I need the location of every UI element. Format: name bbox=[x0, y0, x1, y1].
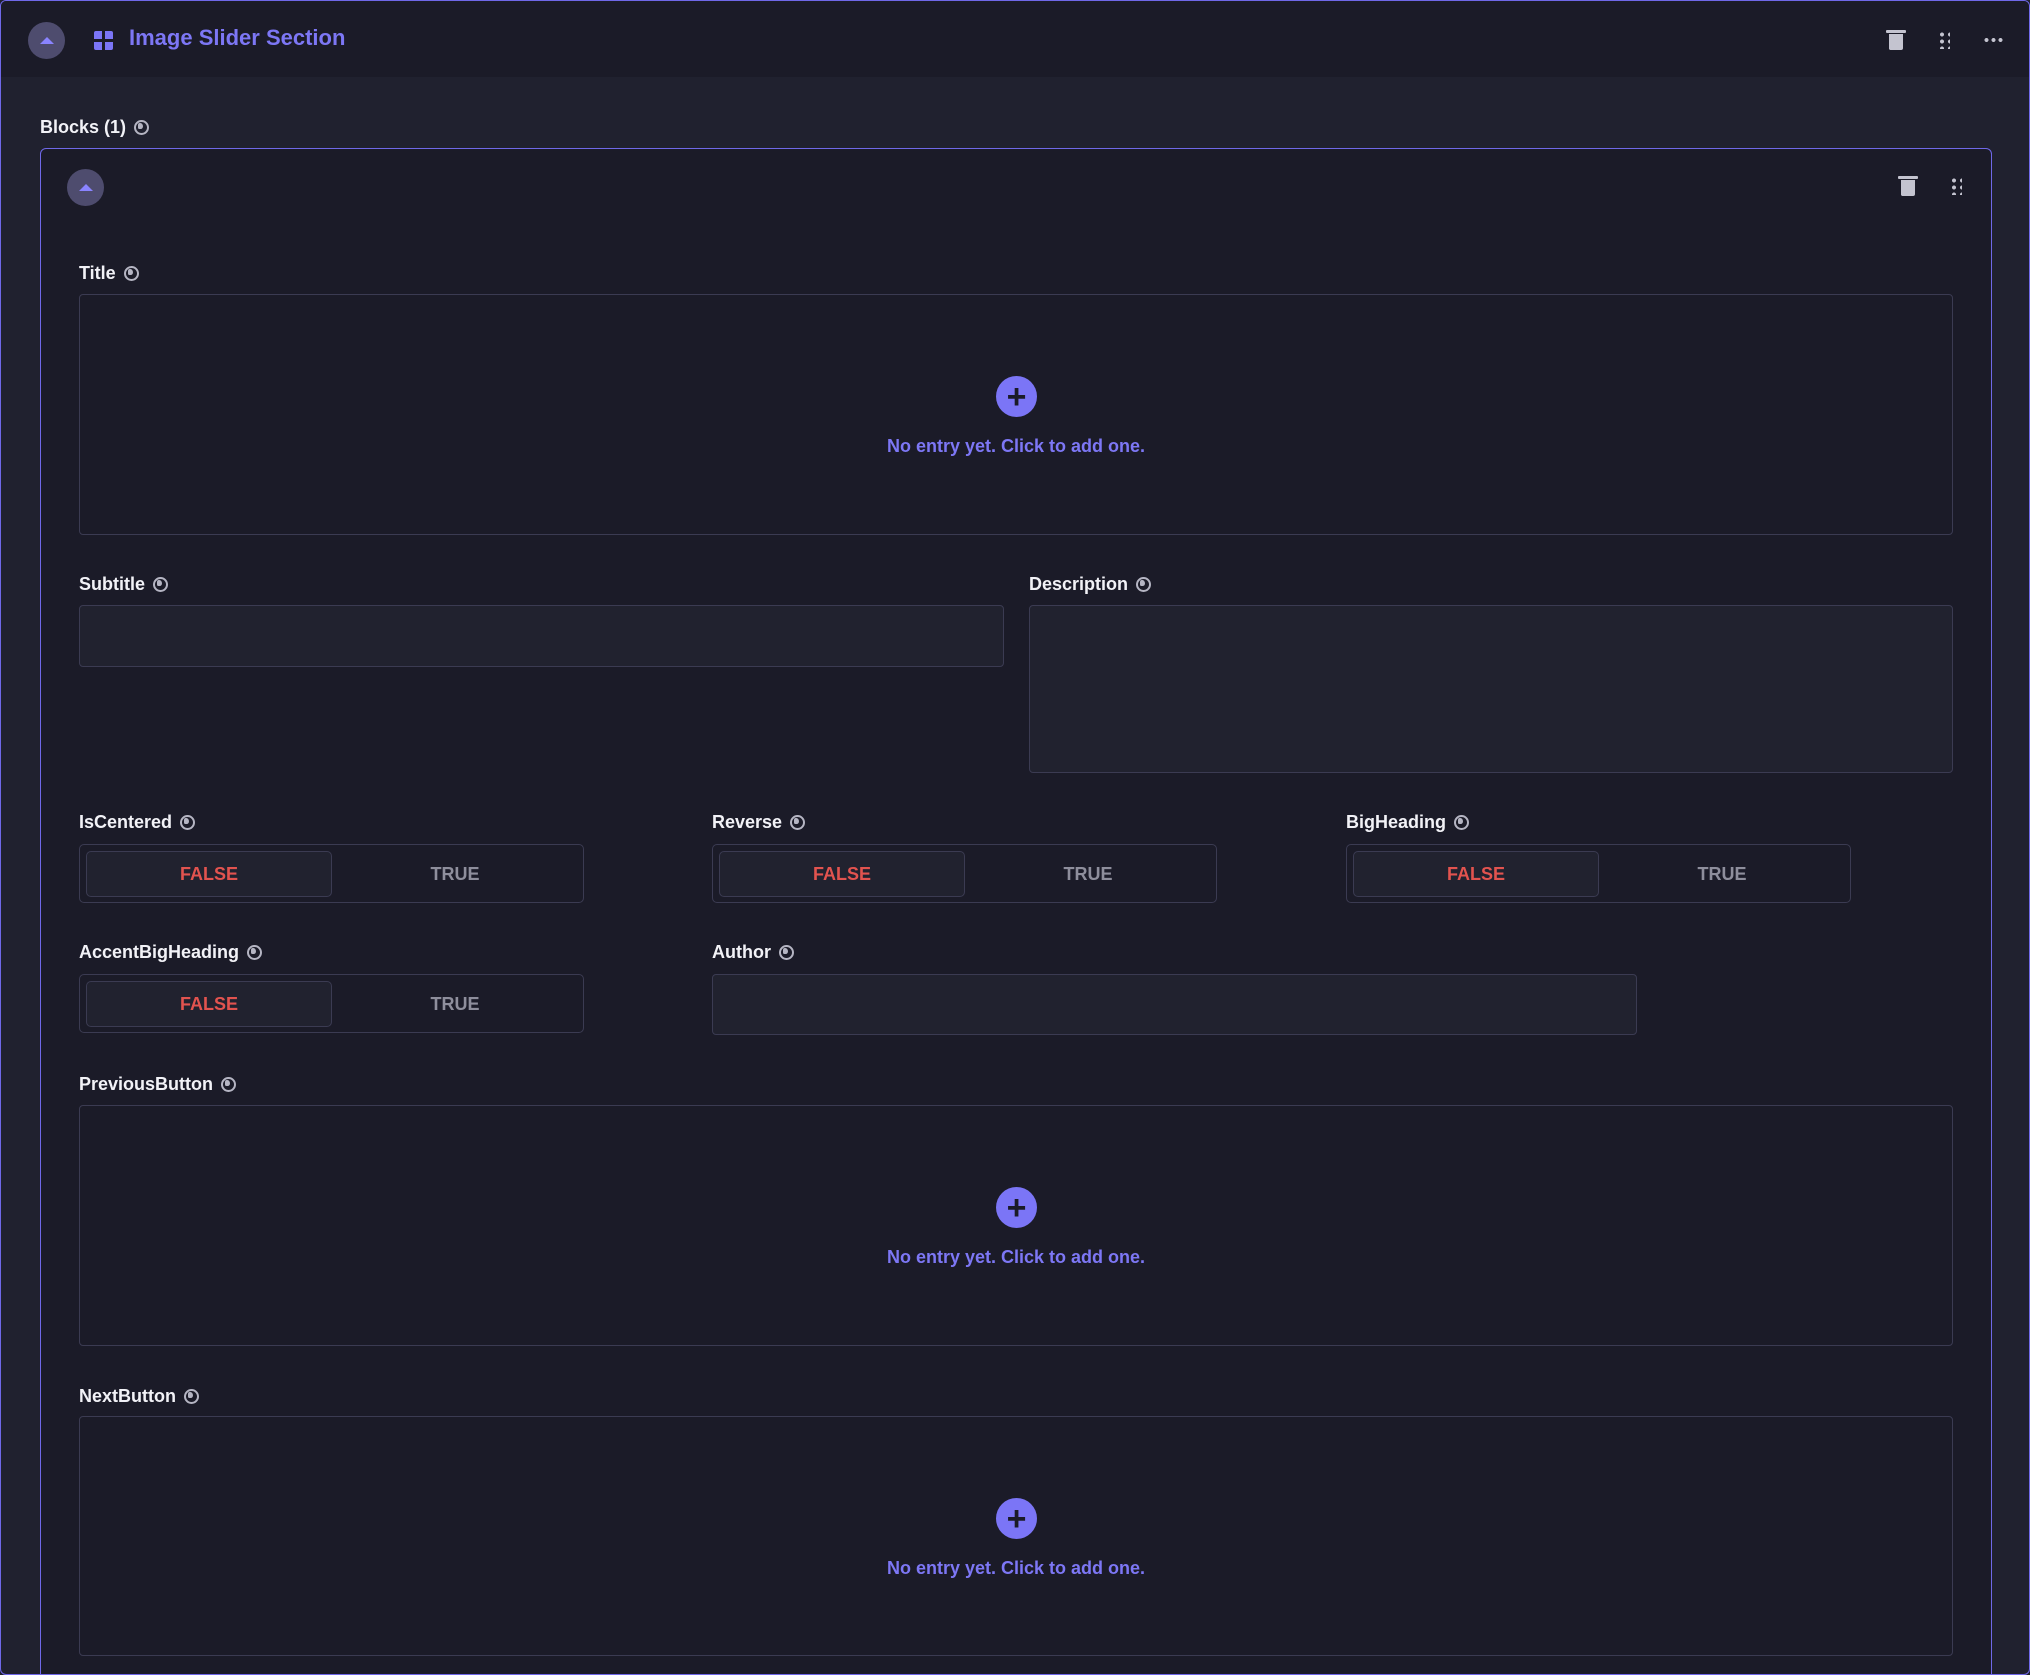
iscentered-true-option[interactable]: TRUE bbox=[430, 863, 480, 884]
iscentered-false-option[interactable]: FALSE bbox=[86, 851, 332, 897]
previousbutton-label-text: PreviousButton bbox=[79, 1074, 214, 1094]
bigheading-label: BigHeading bbox=[1346, 812, 1470, 833]
globe-icon bbox=[123, 266, 139, 281]
globe-icon bbox=[1454, 815, 1470, 830]
author-label: Author bbox=[712, 942, 794, 963]
plus-icon[interactable]: + bbox=[996, 1498, 1037, 1539]
accentbigheading-true-option[interactable]: TRUE bbox=[430, 993, 480, 1014]
delete-block-trash-icon[interactable] bbox=[1898, 176, 1918, 196]
globe-icon bbox=[247, 945, 263, 960]
reverse-false-option[interactable]: FALSE bbox=[719, 851, 965, 897]
grid-icon bbox=[94, 31, 113, 50]
collapse-section-button[interactable] bbox=[28, 22, 65, 59]
description-label-text: Description bbox=[1029, 574, 1129, 594]
description-textarea[interactable] bbox=[1029, 605, 1953, 773]
blocks-label-text: Blocks (1) bbox=[40, 117, 127, 137]
plus-icon[interactable]: + bbox=[996, 1187, 1037, 1228]
iscentered-toggle: FALSE TRUE bbox=[79, 844, 584, 903]
delete-section-trash-icon[interactable] bbox=[1886, 30, 1906, 50]
subtitle-input[interactable] bbox=[79, 605, 1004, 667]
title-add-entry[interactable]: + No entry yet. Click to add one. bbox=[79, 294, 1953, 535]
accentbigheading-label: AccentBigHeading bbox=[79, 942, 263, 963]
nextbutton-add-entry[interactable]: + No entry yet. Click to add one. bbox=[79, 1416, 1953, 1656]
plus-icon[interactable]: + bbox=[996, 376, 1037, 417]
title-label-text: Title bbox=[79, 263, 116, 283]
section-header: Image Slider Section bbox=[1, 1, 2029, 77]
blocks-label: Blocks (1) bbox=[40, 117, 150, 138]
previousbutton-label: PreviousButton bbox=[79, 1074, 237, 1095]
accentbigheading-label-text: AccentBigHeading bbox=[79, 942, 240, 962]
reverse-label-text: Reverse bbox=[712, 812, 783, 832]
section-title: Image Slider Section bbox=[129, 25, 346, 50]
globe-icon bbox=[184, 1389, 199, 1404]
globe-icon bbox=[1136, 577, 1152, 592]
bigheading-label-text: BigHeading bbox=[1346, 812, 1447, 832]
globe-icon bbox=[180, 815, 196, 830]
reverse-toggle: FALSE TRUE bbox=[712, 844, 1217, 903]
more-options-icon[interactable] bbox=[1983, 37, 2003, 43]
reverse-true-option[interactable]: TRUE bbox=[1063, 863, 1113, 884]
globe-icon bbox=[134, 120, 150, 135]
accentbigheading-toggle: FALSE TRUE bbox=[79, 974, 584, 1033]
nextbutton-label: NextButton bbox=[79, 1386, 199, 1407]
empty-entry-text[interactable]: No entry yet. Click to add one. bbox=[886, 1558, 1146, 1578]
description-label: Description bbox=[1029, 574, 1152, 595]
author-input[interactable] bbox=[712, 974, 1637, 1035]
drag-handle-icon[interactable] bbox=[1938, 31, 1950, 49]
iscentered-label-text: IsCentered bbox=[79, 812, 173, 832]
bigheading-false-option[interactable]: FALSE bbox=[1353, 851, 1599, 897]
globe-icon bbox=[221, 1077, 237, 1092]
accentbigheading-false-option[interactable]: FALSE bbox=[86, 981, 332, 1027]
iscentered-label: IsCentered bbox=[79, 812, 196, 833]
author-label-text: Author bbox=[712, 942, 771, 962]
globe-icon bbox=[153, 577, 168, 592]
block-drag-handle-icon[interactable] bbox=[1950, 177, 1962, 195]
globe-icon bbox=[790, 815, 806, 830]
previousbutton-add-entry[interactable]: + No entry yet. Click to add one. bbox=[79, 1105, 1953, 1346]
reverse-label: Reverse bbox=[712, 812, 806, 833]
bigheading-true-option[interactable]: TRUE bbox=[1697, 863, 1747, 884]
subtitle-label: Subtitle bbox=[79, 574, 168, 595]
globe-icon bbox=[778, 945, 794, 960]
empty-entry-text[interactable]: No entry yet. Click to add one. bbox=[886, 1247, 1146, 1267]
subtitle-label-text: Subtitle bbox=[79, 574, 145, 594]
bigheading-toggle: FALSE TRUE bbox=[1346, 844, 1851, 903]
collapse-block-button[interactable] bbox=[67, 169, 104, 206]
title-label: Title bbox=[79, 263, 139, 284]
nextbutton-label-text: NextButton bbox=[79, 1386, 176, 1406]
empty-entry-text[interactable]: No entry yet. Click to add one. bbox=[886, 436, 1146, 456]
